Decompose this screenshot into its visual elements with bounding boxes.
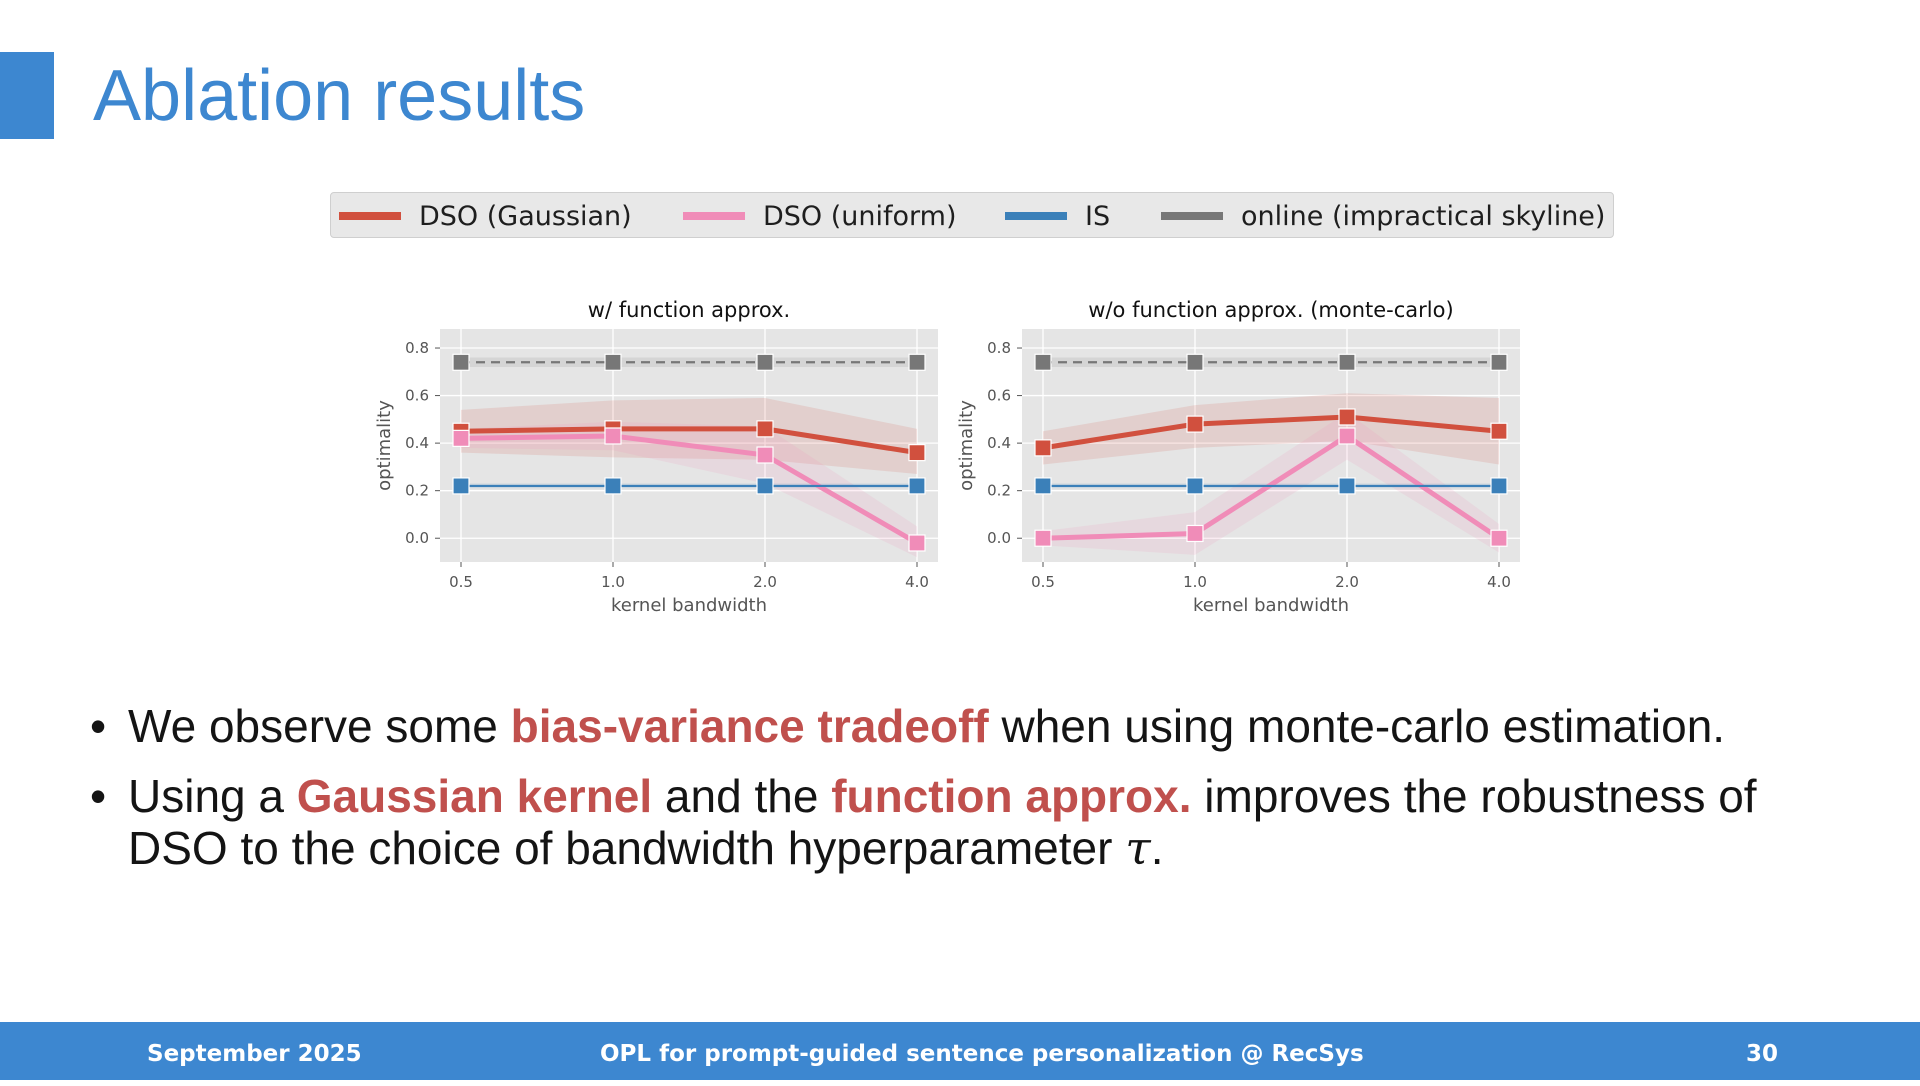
footer-title: OPL for prompt-guided sentence personali… bbox=[600, 1041, 1364, 1067]
x-tick-label: 1.0 bbox=[1183, 573, 1207, 591]
data-point bbox=[908, 534, 926, 552]
data-point bbox=[1338, 427, 1356, 445]
data-point bbox=[908, 477, 926, 495]
series-line bbox=[1042, 414, 1500, 451]
data-point bbox=[1186, 524, 1204, 543]
data-point bbox=[756, 477, 774, 495]
y-axis-label: optimality bbox=[956, 400, 977, 491]
data-point bbox=[756, 420, 774, 438]
x-tick-label: 0.5 bbox=[449, 573, 473, 591]
highlight-text: function approx. bbox=[831, 770, 1192, 822]
data-point bbox=[604, 477, 622, 495]
data-point bbox=[908, 444, 926, 462]
data-point bbox=[1490, 529, 1508, 547]
y-tick-label: 0.6 bbox=[405, 387, 429, 405]
x-tick-label: 1.0 bbox=[601, 573, 625, 591]
data-point bbox=[1490, 353, 1508, 371]
bullet-text: and the bbox=[652, 770, 832, 822]
y-tick-label: 0.8 bbox=[987, 339, 1011, 357]
chart-panel: 0.0 0.2 0.4 0.6 0.8 0.5 1.0 2.0 4.0 w/ function a… bbox=[374, 298, 938, 616]
data-point bbox=[1186, 477, 1204, 495]
chart-title: w/o function approx. (monte-carlo) bbox=[1088, 298, 1453, 322]
legend-label: online (impractical skyline) bbox=[1241, 200, 1606, 232]
series-line bbox=[460, 426, 918, 456]
chart-panel: 0.0 0.2 0.4 0.6 0.8 0.5 1.0 2.0 4.0 w/o function … bbox=[956, 298, 1520, 616]
bullet-dot: • bbox=[90, 700, 107, 752]
error-band bbox=[461, 421, 917, 558]
data-point bbox=[1034, 529, 1052, 547]
x-axis-label: kernel bandwidth bbox=[1193, 595, 1349, 616]
data-point bbox=[1034, 477, 1052, 495]
data-point bbox=[1490, 422, 1508, 440]
legend-item-dso-gaussian: DSO (Gaussian) bbox=[339, 193, 632, 239]
legend-swatch bbox=[1005, 212, 1067, 220]
y-tick-label: 0.6 bbox=[987, 387, 1011, 405]
legend-label: DSO (uniform) bbox=[763, 200, 957, 232]
x-axis-label: kernel bandwidth bbox=[611, 595, 767, 616]
title-accent-bar bbox=[0, 52, 54, 139]
series-line bbox=[1042, 433, 1501, 541]
x-tick-label: 2.0 bbox=[1335, 573, 1359, 591]
data-point bbox=[1490, 477, 1508, 495]
bullet-text: We observe some bbox=[128, 700, 511, 752]
legend-label: IS bbox=[1085, 200, 1111, 232]
data-point bbox=[452, 429, 470, 447]
bullet-text: . bbox=[1150, 822, 1164, 874]
series-line bbox=[460, 433, 919, 546]
slide-title: Ablation results bbox=[93, 56, 586, 136]
y-axis-label: optimality bbox=[374, 400, 395, 491]
legend-swatch bbox=[683, 212, 745, 220]
data-point bbox=[1034, 353, 1052, 371]
charts-figure: 0.0 0.2 0.4 0.6 0.8 0.5 1.0 2.0 4.0 w/ function a… bbox=[374, 298, 1520, 616]
data-point bbox=[756, 446, 774, 464]
bullet-text: improves the robustness of DSO to the ch… bbox=[128, 770, 1757, 874]
bullet-item: • Using a Gaussian kernel and the functio… bbox=[90, 770, 1830, 874]
y-tick-label: 0.0 bbox=[987, 529, 1011, 547]
x-tick-label: 2.0 bbox=[753, 573, 777, 591]
legend-item-dso-uniform: DSO (uniform) bbox=[683, 193, 957, 239]
data-point bbox=[452, 477, 470, 495]
footer-date: September 2025 bbox=[147, 1041, 362, 1067]
x-tick-label: 4.0 bbox=[905, 573, 929, 591]
legend-item-is: IS bbox=[1005, 193, 1110, 239]
data-point bbox=[1186, 415, 1204, 433]
chart-legend: DSO (Gaussian) DSO (uniform) IS online (… bbox=[330, 192, 1614, 238]
error-band bbox=[461, 397, 917, 475]
y-tick-label: 0.8 bbox=[405, 339, 429, 357]
data-point bbox=[756, 353, 774, 371]
bullet-text: Using a bbox=[128, 770, 297, 822]
bullet-text: when using monte-carlo estimation. bbox=[988, 700, 1726, 752]
page-number: 30 bbox=[1746, 1041, 1779, 1067]
plot-area bbox=[1022, 329, 1520, 562]
x-tick-label: 4.0 bbox=[1487, 573, 1511, 591]
legend-label: DSO (Gaussian) bbox=[419, 200, 632, 232]
data-point bbox=[1338, 477, 1356, 495]
legend-item-online: online (impractical skyline) bbox=[1161, 193, 1605, 239]
data-point bbox=[452, 353, 470, 371]
data-point bbox=[1338, 408, 1356, 426]
x-tick-label: 0.5 bbox=[1031, 573, 1055, 591]
y-tick-label: 0.2 bbox=[987, 482, 1011, 500]
y-tick-label: 0.4 bbox=[987, 434, 1011, 452]
highlight-text: bias-variance tradeoff bbox=[510, 700, 989, 752]
data-point bbox=[604, 353, 622, 371]
highlight-text: Gaussian kernel bbox=[296, 770, 653, 822]
chart-title: w/ function approx. bbox=[588, 298, 790, 322]
data-point bbox=[1186, 353, 1204, 371]
legend-swatch bbox=[339, 212, 401, 220]
legend-swatch bbox=[1161, 212, 1223, 220]
data-point bbox=[1338, 353, 1356, 371]
footer-bar: September 2025 OPL for prompt-guided sen… bbox=[0, 1022, 1920, 1080]
data-point bbox=[604, 427, 622, 445]
y-tick-label: 0.4 bbox=[405, 434, 429, 452]
y-tick-label: 0.0 bbox=[405, 529, 429, 547]
error-band bbox=[1043, 393, 1499, 465]
data-point bbox=[1034, 439, 1052, 457]
y-tick-label: 0.2 bbox=[405, 482, 429, 500]
data-point bbox=[908, 353, 926, 371]
bullet-text: τ bbox=[1125, 821, 1151, 875]
bullet-dot: • bbox=[90, 770, 107, 822]
bullet-item: • We observe some bias-variance tradeoff … bbox=[90, 700, 1830, 752]
bullet-list: • We observe some bias-variance tradeoff … bbox=[90, 700, 1830, 892]
